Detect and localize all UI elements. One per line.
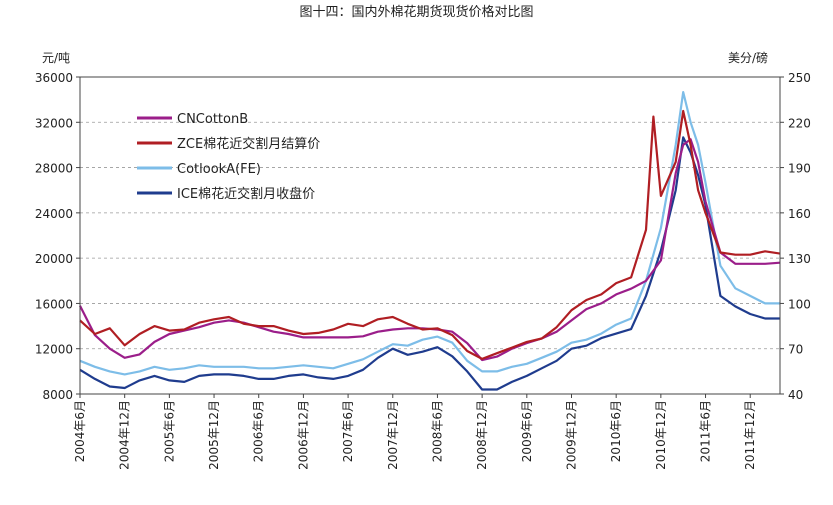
legend-label: CotlookA(FE): [177, 162, 261, 177]
chart-title: 图十四：国内外棉花期货现货价格对比图: [299, 5, 534, 20]
x-tick-label: 2004年6月: [73, 400, 87, 462]
x-tick-label: 2005年12月: [207, 400, 221, 470]
left-tick-label: 36000: [35, 71, 73, 85]
x-tick-label: 2008年6月: [430, 400, 444, 462]
legend-label: ICE棉花近交割月收盘价: [177, 186, 315, 202]
right-tick-label: 160: [788, 207, 811, 221]
plot-frame: [79, 76, 781, 395]
right-tick-label: 220: [788, 116, 811, 130]
axes: 3600032000280002400020000160001200080002…: [35, 71, 811, 470]
x-tick-label: 2009年12月: [564, 400, 578, 470]
x-tick-label: 2007年6月: [341, 400, 355, 462]
legend-label: CNCottonB: [177, 112, 248, 127]
x-tick-label: 2011年6月: [699, 400, 713, 462]
x-tick-label: 2007年12月: [386, 400, 400, 470]
x-tick-label: 2010年12月: [654, 400, 668, 470]
x-tick-label: 2006年12月: [296, 400, 310, 470]
x-tick-label: 2011年12月: [743, 400, 757, 470]
right-tick-label: 130: [788, 252, 811, 266]
x-tick-label: 2010年6月: [609, 400, 623, 462]
right-tick-label: 190: [788, 162, 811, 176]
left-tick-label: 20000: [35, 252, 73, 266]
left-tick-label: 32000: [35, 116, 73, 130]
x-tick-label: 2004年12月: [118, 400, 132, 470]
left-tick-label: 28000: [35, 162, 73, 176]
left-tick-label: 12000: [35, 343, 73, 357]
x-tick-label: 2008年12月: [475, 400, 489, 470]
x-tick-label: 2006年6月: [252, 400, 266, 462]
right-tick-label: 250: [788, 71, 811, 85]
x-tick-label: 2005年6月: [162, 400, 176, 462]
left-tick-label: 16000: [35, 297, 73, 311]
right-axis-unit: 美分/磅: [728, 50, 768, 65]
right-tick-label: 40: [788, 388, 803, 402]
x-tick-label: 2009年6月: [520, 400, 534, 462]
series-layer: [79, 90, 781, 391]
series-line-1: [79, 109, 781, 360]
right-tick-label: 70: [788, 343, 803, 357]
legend-label: ZCE棉花近交割月结算价: [177, 136, 320, 152]
right-tick-label: 100: [788, 297, 811, 311]
left-tick-label: 8000: [42, 388, 73, 402]
series-line-2: [79, 90, 780, 376]
grid-lines: [80, 121, 780, 350]
legend: CNCottonB ZCE棉花近交割月结算价 CotlookA(FE) ICE棉花近交…: [137, 112, 320, 202]
left-tick-label: 24000: [35, 207, 73, 221]
left-axis-unit: 元/吨: [42, 51, 70, 65]
